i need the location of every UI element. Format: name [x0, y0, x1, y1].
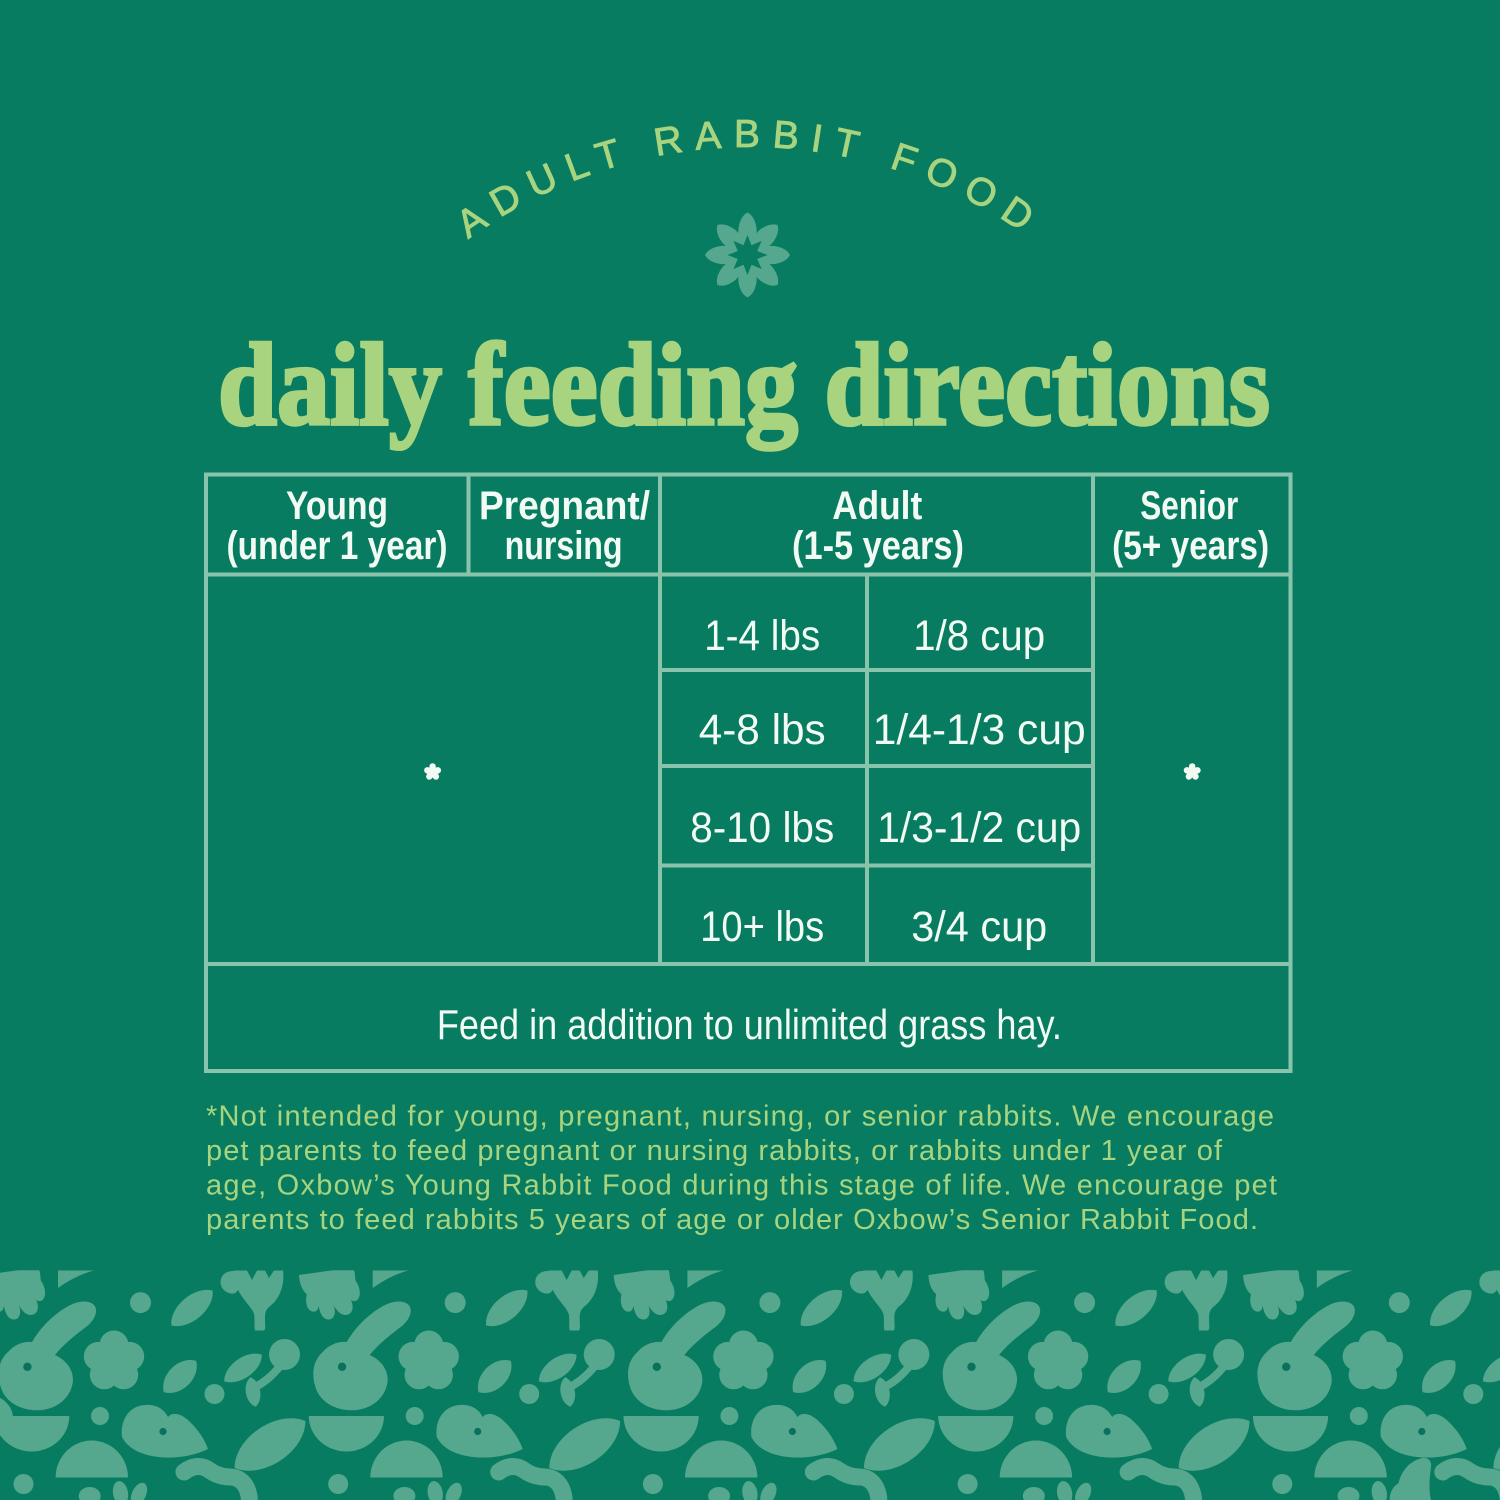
svg-text:Young: Young: [286, 484, 388, 528]
svg-text:nursing: nursing: [505, 524, 623, 568]
svg-text:(5+ years): (5+ years): [1112, 524, 1269, 568]
svg-text:pet parents to feed pregnant o: pet parents to feed pregnant or nursing …: [206, 1135, 1223, 1167]
svg-text:Senior: Senior: [1140, 484, 1238, 528]
svg-text:1/8 cup: 1/8 cup: [913, 612, 1045, 660]
svg-text:Adult: Adult: [832, 484, 922, 528]
svg-text:(under 1 year): (under 1 year): [227, 524, 448, 568]
svg-text:1-4 lbs: 1-4 lbs: [704, 612, 820, 660]
svg-text:4-8 lbs: 4-8 lbs: [699, 706, 826, 754]
svg-text:daily feeding directions: daily feeding directions: [218, 319, 1270, 450]
svg-text:3/4 cup: 3/4 cup: [911, 903, 1047, 951]
svg-text:*Not intended for young, pregn: *Not intended for young, pregnant, nursi…: [206, 1101, 1274, 1133]
svg-text:10+ lbs: 10+ lbs: [700, 903, 824, 951]
svg-text:parents to feed rabbits 5 year: parents to feed rabbits 5 years of age o…: [206, 1204, 1258, 1236]
svg-text:(1-5 years): (1-5 years): [792, 524, 964, 568]
svg-text:1/4-1/3 cup: 1/4-1/3 cup: [873, 706, 1086, 754]
svg-text:Feed in addition to unlimited: Feed in addition to unlimited grass hay.: [437, 1001, 1062, 1048]
svg-text:1/3-1/2 cup: 1/3-1/2 cup: [877, 804, 1081, 852]
svg-text:Pregnant/: Pregnant/: [479, 484, 650, 528]
svg-text:age, Oxbow’s Young Rabbit Food: age, Oxbow’s Young Rabbit Food during th…: [206, 1170, 1277, 1202]
svg-text:8-10 lbs: 8-10 lbs: [690, 804, 834, 852]
